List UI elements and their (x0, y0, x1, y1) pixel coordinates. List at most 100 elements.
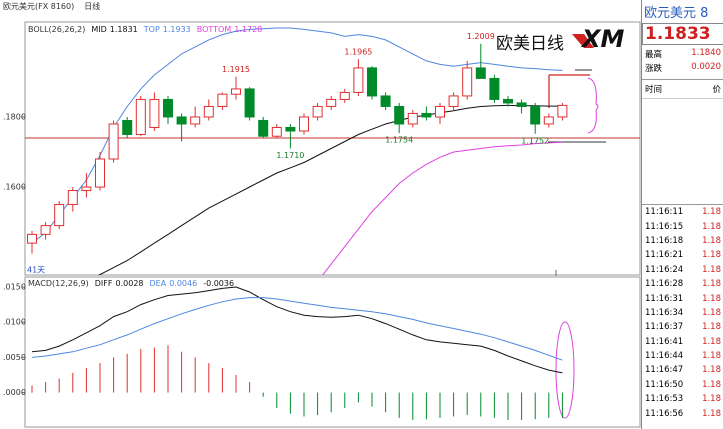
col: 价 (712, 85, 721, 95)
candle-body (435, 105, 445, 118)
legend-value: 0.0028 (116, 279, 144, 288)
price-annotation: 1.2009 (467, 32, 495, 41)
candle-body (312, 105, 323, 118)
candle-body (271, 126, 282, 137)
tick-price: 1.18 (702, 207, 721, 218)
macd-line (31, 297, 563, 361)
tick-time: 11:16:50 (645, 379, 684, 390)
candle-body (122, 119, 133, 135)
tick-row: 11:16:53 1.18 (642, 392, 723, 406)
candle-body (108, 123, 119, 160)
candle-body (285, 126, 296, 132)
logo-text: XM (580, 25, 625, 53)
legend-name: DEA (150, 279, 167, 288)
candle-body (54, 204, 65, 227)
candle-body (258, 119, 269, 137)
tick-row: 11:16:24 1.18 (642, 263, 723, 277)
tick-price: 1.18 (702, 307, 721, 318)
row-label: 涨跌 (645, 64, 663, 74)
quote-row: 最高 1.1840 (642, 47, 723, 61)
col: 时间 (645, 85, 663, 95)
candle-body (421, 112, 432, 118)
candle-body (380, 95, 391, 107)
candle-body (367, 67, 377, 97)
tick-row: 11:16:41 1.18 (642, 335, 723, 349)
tick-time: 11:16:31 (645, 293, 684, 304)
candle-body (135, 98, 146, 135)
candle-body (27, 233, 37, 244)
tick-time: 11:16:18 (645, 235, 684, 246)
tick-price: 1.18 (702, 394, 721, 405)
candle-body (203, 105, 214, 118)
plot (25, 27, 640, 275)
quote-price: 1.1833 (642, 23, 723, 45)
y-tick-label: .0100 (3, 318, 26, 327)
candle-body (244, 88, 255, 118)
candle-body (503, 98, 513, 104)
tick-row: 11:16:15 1.18 (642, 219, 723, 233)
legend-value: 1.1831 (110, 25, 138, 34)
tick-time: 11:16:24 (645, 264, 684, 275)
tick-row: 11:16:31 1.18 (642, 291, 723, 305)
candle-body (394, 105, 405, 125)
tick-price: 1.18 (702, 336, 721, 347)
candle-body (67, 190, 78, 206)
logo: XM (572, 25, 625, 53)
tick-list: 11:16:11 1.18 11:16:15 1.18 11:16:18 1.18 11:1… (642, 205, 723, 421)
candle-body (163, 98, 173, 118)
y-tick-label: .0050 (3, 353, 26, 362)
hand-marks (548, 69, 606, 419)
candle-body (475, 67, 486, 79)
tick-price: 1.18 (702, 322, 721, 333)
legend-value: -0.0036 (203, 279, 234, 288)
candle-body (231, 88, 241, 95)
legend-name: DIFF (95, 279, 113, 288)
tick-row: 11:16:44 1.18 (642, 349, 723, 363)
tick-time: 11:16:34 (645, 307, 684, 318)
macd-line (31, 286, 563, 374)
tick-time: 11:16:37 (645, 322, 684, 333)
quote-row: 涨跌 0.0020 (642, 61, 723, 75)
plot (31, 286, 563, 420)
legend-value: 1.1728 (234, 25, 262, 34)
tick-row: 11:16:18 1.18 (642, 234, 723, 248)
tick-price: 1.18 (702, 264, 721, 275)
y-tick-label: .0000 (3, 388, 26, 397)
price-annotation: 1.1710 (276, 151, 304, 160)
tick-row: 11:16:11 1.18 (642, 205, 723, 219)
boll-line (97, 104, 563, 275)
tick-time: 11:16:41 (645, 336, 684, 347)
tick-time: 11:16:44 (645, 351, 684, 362)
candle-body (489, 77, 500, 100)
tick-price: 1.18 (702, 351, 721, 362)
candle-body (407, 112, 418, 125)
candle-body (95, 158, 105, 188)
tick-time: 11:16:47 (645, 365, 684, 376)
price-annotation: 1.1752 (521, 136, 549, 145)
row-value: 1.1840 (691, 48, 721, 58)
price-annotation: 1.1915 (222, 65, 250, 74)
candle-body (353, 67, 364, 93)
tick-time: 11:16:21 (645, 250, 684, 261)
tick-time: 11:16:15 (645, 221, 684, 232)
watermark: 欧美日线 (496, 34, 564, 54)
candle-body (516, 102, 527, 107)
boll-line (31, 27, 563, 244)
candle-body (149, 98, 160, 128)
tick-row: 11:16:21 1.18 (642, 248, 723, 262)
legend-name: TOP (143, 25, 160, 34)
tick-price: 1.18 (702, 221, 721, 232)
candle-body (40, 225, 51, 235)
tick-price: 1.18 (702, 235, 721, 246)
tick-row: 11:16:34 1.18 (642, 306, 723, 320)
candle-body (326, 98, 337, 107)
candle-body (217, 93, 228, 107)
tick-time: 11:16:11 (645, 207, 684, 218)
price-annotation: 1.1754 (385, 136, 413, 145)
y-tick-label: .1800 (3, 112, 26, 121)
tick-price: 1.18 (702, 379, 721, 390)
tick-time: 11:16:56 (645, 408, 684, 419)
tick-time: 11:16:53 (645, 394, 684, 405)
days-label: 41天 (27, 266, 45, 275)
tick-row: 11:16:37 1.18 (642, 320, 723, 334)
